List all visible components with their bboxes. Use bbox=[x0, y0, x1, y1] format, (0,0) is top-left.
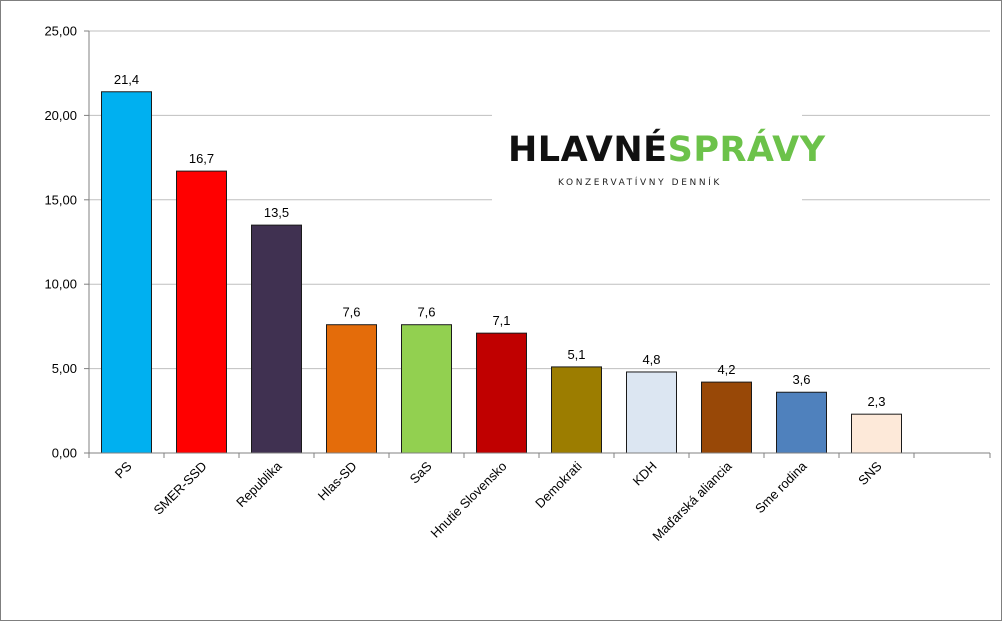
bar bbox=[851, 413, 902, 454]
data-label: 16,7 bbox=[189, 151, 214, 166]
x-tick-label: SNS bbox=[855, 458, 885, 488]
data-label: 2,3 bbox=[867, 394, 885, 409]
bars bbox=[101, 91, 902, 454]
data-label: 4,8 bbox=[642, 352, 660, 367]
logo-tagline: KONZERVATÍVNY DENNÍK bbox=[558, 178, 722, 188]
y-tick-label: 20,00 bbox=[44, 108, 77, 123]
bar bbox=[776, 391, 827, 454]
x-tick-label: SaS bbox=[407, 458, 435, 486]
y-tick-label: 5,00 bbox=[52, 361, 77, 376]
x-tick-label: KDH bbox=[630, 459, 660, 489]
x-tick-label: PS bbox=[112, 458, 135, 481]
x-tick-label: SMER-SSD bbox=[150, 459, 209, 518]
logo-word-spravy: SPRÁVY bbox=[667, 130, 826, 170]
data-label: 7,6 bbox=[417, 305, 435, 320]
logo-wordmark: HLAVNÉSPRÁVY bbox=[508, 130, 826, 170]
bar bbox=[476, 332, 527, 454]
data-labels: 21,4 16,7 13,5 7,6 7,6 7,1 5,1 4,8 4,2 3,6 2,3 bbox=[114, 72, 886, 409]
y-tick-label: 0,00 bbox=[52, 446, 77, 461]
bar bbox=[251, 224, 302, 454]
data-label: 7,6 bbox=[342, 305, 360, 320]
x-tick-label: Hnutie Slovensko bbox=[427, 459, 509, 541]
y-tick-label: 10,00 bbox=[44, 277, 77, 292]
x-tick-label: Demokrati bbox=[532, 458, 585, 511]
bar bbox=[701, 381, 752, 454]
x-tick-label: Sme rodina bbox=[752, 458, 810, 516]
bar bbox=[626, 371, 677, 454]
data-label: 4,2 bbox=[717, 362, 735, 377]
data-label: 7,1 bbox=[492, 313, 510, 328]
data-label: 5,1 bbox=[567, 347, 585, 362]
y-tick-label: 25,00 bbox=[44, 24, 77, 39]
bar bbox=[176, 170, 227, 454]
bar bbox=[551, 366, 602, 454]
data-label: 21,4 bbox=[114, 72, 139, 87]
bar bbox=[326, 324, 377, 454]
x-tick-label: Hlas-SD bbox=[315, 459, 360, 504]
bar bbox=[101, 91, 152, 454]
y-axis: 0,00 5,00 10,00 15,00 20,00 25,00 bbox=[44, 24, 90, 461]
hlavne-spravy-logo: HLAVNÉSPRÁVY KONZERVATÍVNY DENNÍK bbox=[492, 80, 825, 235]
y-tick-label: 15,00 bbox=[44, 192, 77, 207]
logo-word-hlavne: HLAVNÉ bbox=[508, 130, 668, 170]
x-tick-label: Maďarská aliancia bbox=[649, 458, 735, 544]
bar bbox=[401, 324, 452, 454]
data-label: 13,5 bbox=[264, 205, 289, 220]
data-label: 3,6 bbox=[792, 372, 810, 387]
x-tick-label: Republika bbox=[233, 458, 285, 510]
